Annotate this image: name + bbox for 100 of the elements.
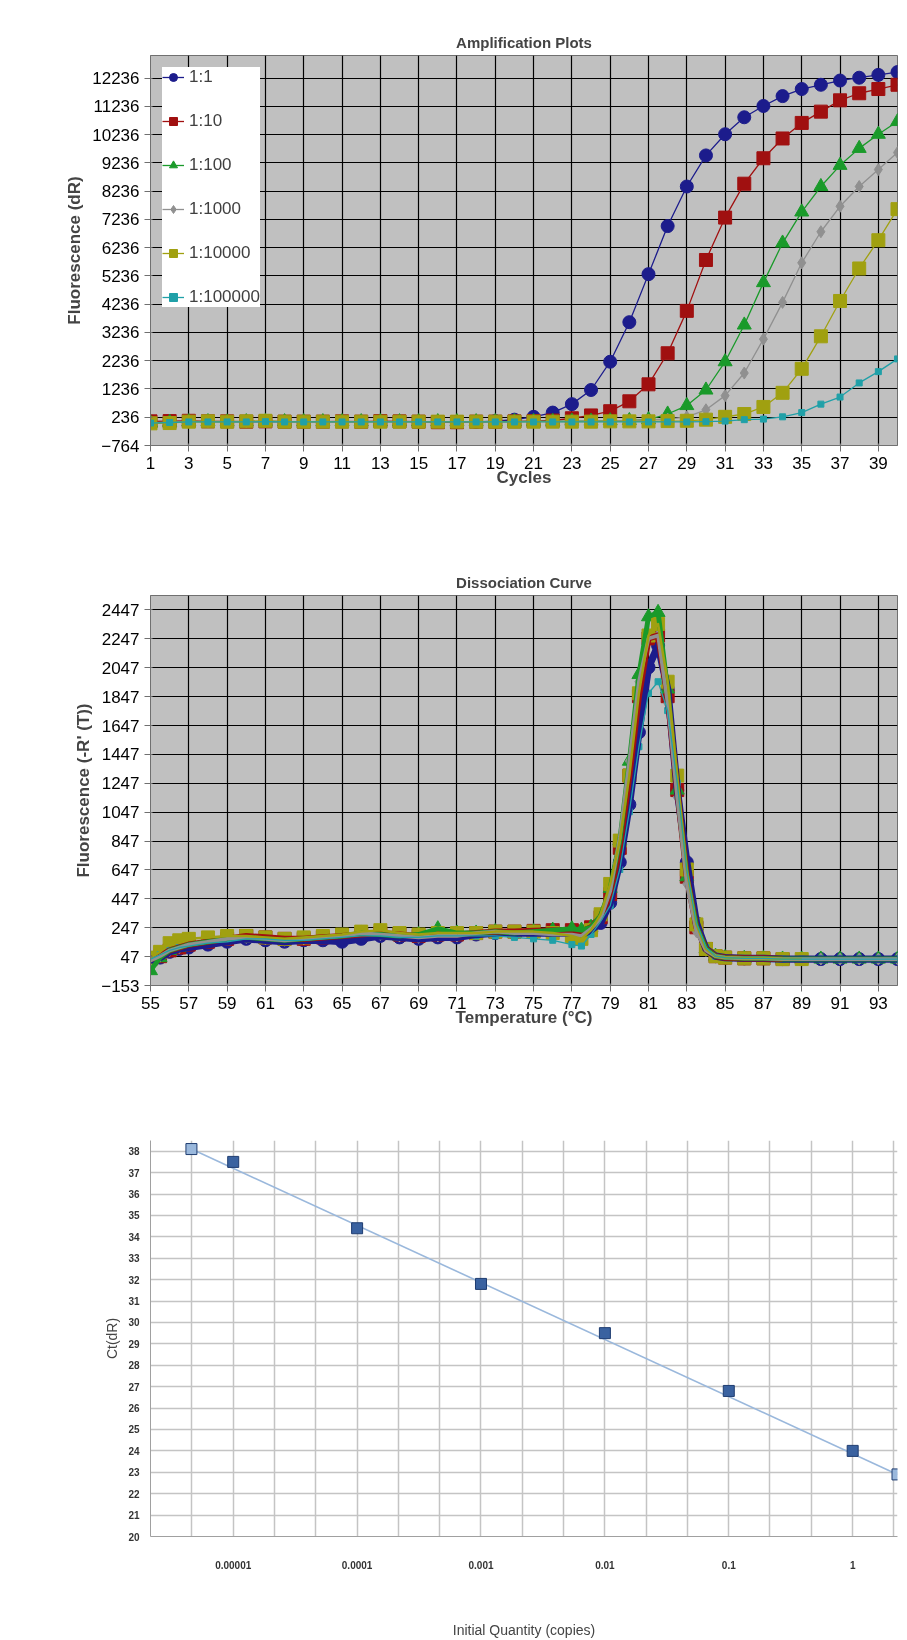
x-tick-label: 83 — [677, 993, 697, 1013]
y-tick-label: 29 — [128, 1338, 140, 1350]
x-tick-label: 59 — [217, 993, 237, 1013]
x-tick-label: 11 — [333, 453, 351, 473]
y-tick-label: 21 — [128, 1510, 140, 1522]
y-tick-label: 6236 — [101, 238, 140, 258]
x-tick-label: 5 — [222, 453, 232, 473]
y-tick-label: 32 — [128, 1274, 140, 1286]
y-tick-label: 1847 — [101, 687, 140, 707]
y-tick-label: −764 — [101, 436, 140, 456]
y-tick-label: 647 — [111, 860, 140, 880]
x-tick-label: 1 — [145, 453, 156, 473]
x-tick-label: 69 — [409, 993, 429, 1013]
x-tick-label: 31 — [715, 453, 735, 473]
legend-label: 1:1000 — [189, 199, 241, 219]
y-tick-label: 1647 — [101, 716, 140, 736]
y-tick-label: 28 — [128, 1360, 140, 1372]
x-tick-label: 79 — [600, 993, 620, 1013]
x-tick-label: 91 — [830, 993, 850, 1013]
x-tick-label: 87 — [753, 993, 773, 1013]
x-tick-label: 55 — [141, 993, 160, 1013]
y-tick-label: 1047 — [101, 803, 140, 823]
x-tick-label: 3 — [184, 453, 194, 473]
x-tick-label: 63 — [294, 993, 314, 1013]
x-tick-label: 67 — [370, 993, 390, 1013]
x-tick-label: 1 — [849, 1559, 856, 1571]
x-tick-label: 39 — [868, 453, 888, 473]
y-tick-label: 30 — [128, 1317, 140, 1329]
y-axis-title: Ct(dR) — [104, 1317, 121, 1360]
y-tick-label: 2447 — [101, 600, 140, 620]
x-tick-label: 61 — [255, 993, 275, 1013]
x-tick-label: 35 — [792, 453, 812, 473]
x-tick-label: 0.001 — [468, 1559, 494, 1571]
y-tick-label: 25 — [128, 1424, 140, 1436]
y-tick-label: 24 — [128, 1445, 140, 1457]
y-tick-label: 35 — [128, 1210, 140, 1222]
y-tick-label: 7236 — [101, 210, 140, 230]
y-tick-label: 47 — [120, 947, 140, 967]
x-tick-label: 65 — [332, 993, 352, 1013]
y-tick-label: 36 — [128, 1189, 140, 1201]
legend-label: 1:10000 — [189, 243, 251, 263]
x-tick-label: 9 — [299, 453, 309, 473]
x-tick-label: 93 — [868, 993, 888, 1013]
y-tick-label: 26 — [128, 1403, 140, 1415]
x-tick-label: 57 — [179, 993, 199, 1013]
chart-title: Amplification Plots — [456, 33, 592, 51]
y-tick-label: 37 — [128, 1167, 140, 1179]
legend-label: 1:1 — [189, 67, 213, 87]
x-tick-label: 0.00001 — [215, 1559, 252, 1571]
x-tick-label: 13 — [370, 453, 390, 473]
y-tick-label: 1247 — [101, 774, 140, 794]
x-tick-label: 85 — [715, 993, 735, 1013]
y-tick-label: 2247 — [101, 629, 140, 649]
x-tick-label: 0.0001 — [341, 1559, 373, 1571]
legend-label: 1:10 — [189, 111, 223, 131]
legend-label: 1:100 — [189, 155, 232, 175]
y-tick-label: 2236 — [101, 351, 140, 371]
y-tick-label: 8236 — [101, 182, 140, 202]
y-tick-label: 5236 — [101, 266, 140, 286]
x-tick-label: 37 — [830, 453, 850, 473]
x-tick-label: 27 — [639, 453, 658, 473]
y-tick-label: 31 — [128, 1296, 140, 1308]
y-tick-label: 1447 — [101, 745, 140, 765]
x-tick-label: 0.1 — [721, 1559, 737, 1571]
y-tick-label: 33 — [128, 1253, 140, 1265]
x-tick-label: 29 — [677, 453, 697, 473]
y-tick-label: 12236 — [92, 69, 140, 89]
y-tick-label: 38 — [128, 1146, 140, 1158]
chart-title: Dissociation Curve — [456, 573, 592, 591]
x-tick-label: 89 — [792, 993, 812, 1013]
y-tick-label: 10236 — [92, 125, 140, 145]
y-tick-label: 3236 — [101, 323, 140, 343]
x-tick-label: 75 — [524, 993, 544, 1013]
y-tick-label: 247 — [111, 918, 140, 938]
x-tick-label: 25 — [600, 453, 620, 473]
x-tick-label: 81 — [639, 993, 658, 1013]
y-tick-label: 9236 — [101, 153, 140, 173]
y-tick-label: 34 — [128, 1231, 140, 1243]
y-tick-label: 11236 — [93, 97, 140, 117]
x-tick-label: 15 — [409, 453, 429, 473]
y-axis-title: Fluorescence (dR) — [65, 176, 85, 325]
y-axis-title: Fluorescence (-R' (T)) — [74, 703, 94, 878]
y-tick-label: −153 — [101, 976, 140, 996]
legend-label: 1:100000 — [189, 287, 260, 307]
x-axis-title: Initial Quantity (copies) — [452, 1621, 596, 1638]
y-tick-label: 20 — [128, 1531, 140, 1543]
y-tick-label: 27 — [128, 1381, 140, 1393]
x-tick-label: 33 — [753, 453, 773, 473]
x-tick-label: 23 — [562, 453, 582, 473]
y-tick-label: 847 — [111, 832, 140, 852]
y-tick-label: 447 — [111, 889, 140, 909]
x-tick-label: 0.01 — [595, 1559, 616, 1571]
x-tick-label: 17 — [447, 453, 467, 473]
y-tick-label: 2047 — [101, 658, 140, 678]
y-tick-label: 23 — [128, 1467, 140, 1479]
x-tick-label: 73 — [485, 993, 505, 1013]
y-tick-label: 1236 — [101, 379, 140, 399]
y-tick-label: 22 — [128, 1488, 140, 1500]
x-tick-label: 7 — [260, 453, 271, 473]
y-tick-label: 4236 — [101, 295, 140, 315]
